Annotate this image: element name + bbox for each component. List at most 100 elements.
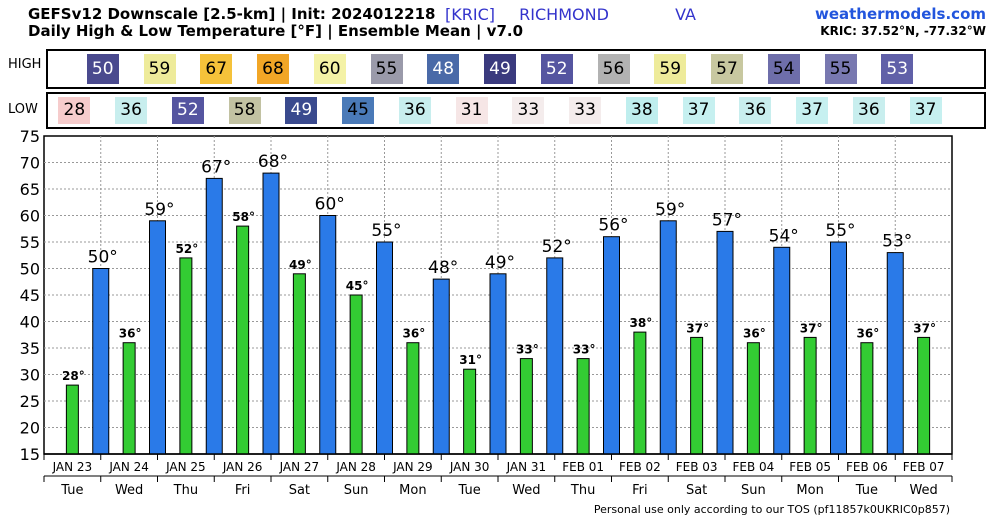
- weekday-label: Sat: [289, 483, 310, 498]
- low-temp-cell: 37: [682, 97, 715, 124]
- date-label: FEB 07: [903, 460, 945, 474]
- high-temp-cell: 56: [597, 54, 630, 84]
- low-temp-bar: [576, 358, 590, 455]
- low-temp-label: 58°: [232, 210, 255, 224]
- high-temp-label: 67°: [201, 157, 231, 177]
- low-temp-cell: 36: [115, 97, 148, 124]
- high-temp-bar: [319, 215, 337, 455]
- low-temp-label: 36°: [857, 327, 880, 341]
- chart-title: GEFSv12 Downscale [2.5-km] | Init: 20240…: [28, 5, 436, 23]
- low-temp-bar: [463, 368, 477, 455]
- low-temp-cell: 33: [512, 97, 545, 124]
- high-temp-label: 60°: [315, 195, 345, 215]
- high-temp-bar: [205, 177, 223, 455]
- date-label: JAN 26: [222, 460, 263, 474]
- high-temp-bar: [489, 273, 507, 455]
- weekday-label: Wed: [512, 483, 540, 498]
- y-tick-label: 55: [20, 233, 40, 252]
- high-temp-cell: 55: [370, 54, 403, 84]
- weekday-label: Sun: [344, 483, 369, 498]
- high-temp-label: 48°: [428, 258, 458, 278]
- low-temp-label: 36°: [743, 327, 766, 341]
- station-city: RICHMOND: [519, 5, 609, 24]
- low-temp-label: 37°: [800, 321, 823, 335]
- high-temp-label: 54°: [769, 226, 799, 246]
- low-temp-label: 45°: [346, 279, 369, 293]
- footer-note: Personal use only according to our TOS (…: [593, 503, 950, 516]
- low-temp-label: 52°: [176, 242, 199, 256]
- high-temp-cell: 60: [313, 54, 346, 84]
- high-temp-cell: 67: [200, 54, 233, 84]
- y-tick-label: 60: [20, 207, 40, 226]
- low-temp-cell: 37: [796, 97, 829, 124]
- high-temp-label: 57°: [712, 210, 742, 230]
- low-temp-bar: [122, 342, 136, 455]
- weekday-label: Mon: [399, 483, 426, 498]
- y-tick-label: 35: [20, 339, 40, 358]
- high-temp-cell: 59: [654, 54, 687, 84]
- date-label: JAN 23: [52, 460, 93, 474]
- date-label: JAN 29: [392, 460, 433, 474]
- low-temp-cell: 36: [739, 97, 772, 124]
- date-label: JAN 28: [335, 460, 376, 474]
- date-label: JAN 27: [279, 460, 320, 474]
- high-temp-bar: [546, 257, 564, 455]
- high-temp-label: 56°: [598, 216, 628, 236]
- date-label: FEB 01: [562, 460, 604, 474]
- weekday-label: Thu: [173, 483, 198, 498]
- low-temp-bar: [236, 225, 250, 455]
- weekday-label: Sat: [686, 483, 707, 498]
- high-temp-strip: 50 59 67 68 60 55 48 49 52 56 59 57 54 55 53: [46, 49, 986, 89]
- low-temp-label: 36°: [403, 327, 426, 341]
- weekday-label: Sun: [741, 483, 766, 498]
- y-tick-label: 15: [20, 445, 40, 464]
- date-label: FEB 03: [676, 460, 718, 474]
- high-row-label: HIGH: [8, 57, 42, 72]
- y-tick-label: 70: [20, 154, 40, 173]
- high-temp-label: 52°: [542, 237, 572, 257]
- high-temp-label: 50°: [88, 248, 118, 268]
- high-temp-cell: 55: [824, 54, 857, 84]
- y-tick-label: 25: [20, 392, 40, 411]
- high-temp-bar: [149, 220, 166, 455]
- high-temp-bar: [603, 236, 620, 455]
- high-temp-cell: 53: [881, 54, 914, 84]
- low-temp-bar: [406, 342, 420, 455]
- high-temp-bar: [92, 268, 110, 455]
- weekday-label: Thu: [570, 483, 595, 498]
- low-temp-bar: [633, 331, 647, 455]
- weekday-label: Wed: [115, 483, 143, 498]
- low-temp-cell: 58: [228, 97, 261, 124]
- date-label: JAN 25: [165, 460, 206, 474]
- low-temp-bar: [803, 336, 817, 455]
- weekday-label: Mon: [796, 483, 823, 498]
- weekday-label: Fri: [632, 483, 648, 498]
- low-temp-cell: 31: [455, 97, 488, 124]
- site-link[interactable]: weathermodels.com: [814, 5, 986, 23]
- low-temp-bar: [860, 342, 874, 455]
- weekday-label: Wed: [909, 483, 937, 498]
- low-temp-cell: 52: [171, 97, 204, 124]
- y-tick-label: 20: [20, 419, 40, 438]
- station-coords: KRIC: 37.52°N, -77.32°W: [820, 24, 986, 38]
- low-temp-bar: [746, 342, 760, 455]
- low-temp-label: 33°: [516, 343, 539, 357]
- low-temp-cell: 38: [625, 97, 658, 124]
- low-temp-bar: [917, 336, 931, 455]
- high-temp-cell: 52: [540, 54, 573, 84]
- low-temp-label: 33°: [573, 343, 596, 357]
- high-temp-label: 49°: [485, 253, 515, 273]
- high-temp-label: 55°: [371, 221, 401, 241]
- date-label: FEB 05: [789, 460, 831, 474]
- high-temp-label: 53°: [882, 232, 912, 252]
- date-label: JAN 30: [449, 460, 490, 474]
- low-temp-bar: [349, 294, 363, 455]
- station-id: [KRIC]: [445, 5, 495, 24]
- y-tick-label: 40: [20, 313, 40, 332]
- low-temp-label: 28°: [62, 369, 85, 383]
- y-tick-label: 45: [20, 286, 40, 305]
- low-temp-cell: 37: [909, 97, 942, 124]
- low-row-label: LOW: [8, 102, 38, 117]
- high-temp-label: 59°: [655, 200, 685, 220]
